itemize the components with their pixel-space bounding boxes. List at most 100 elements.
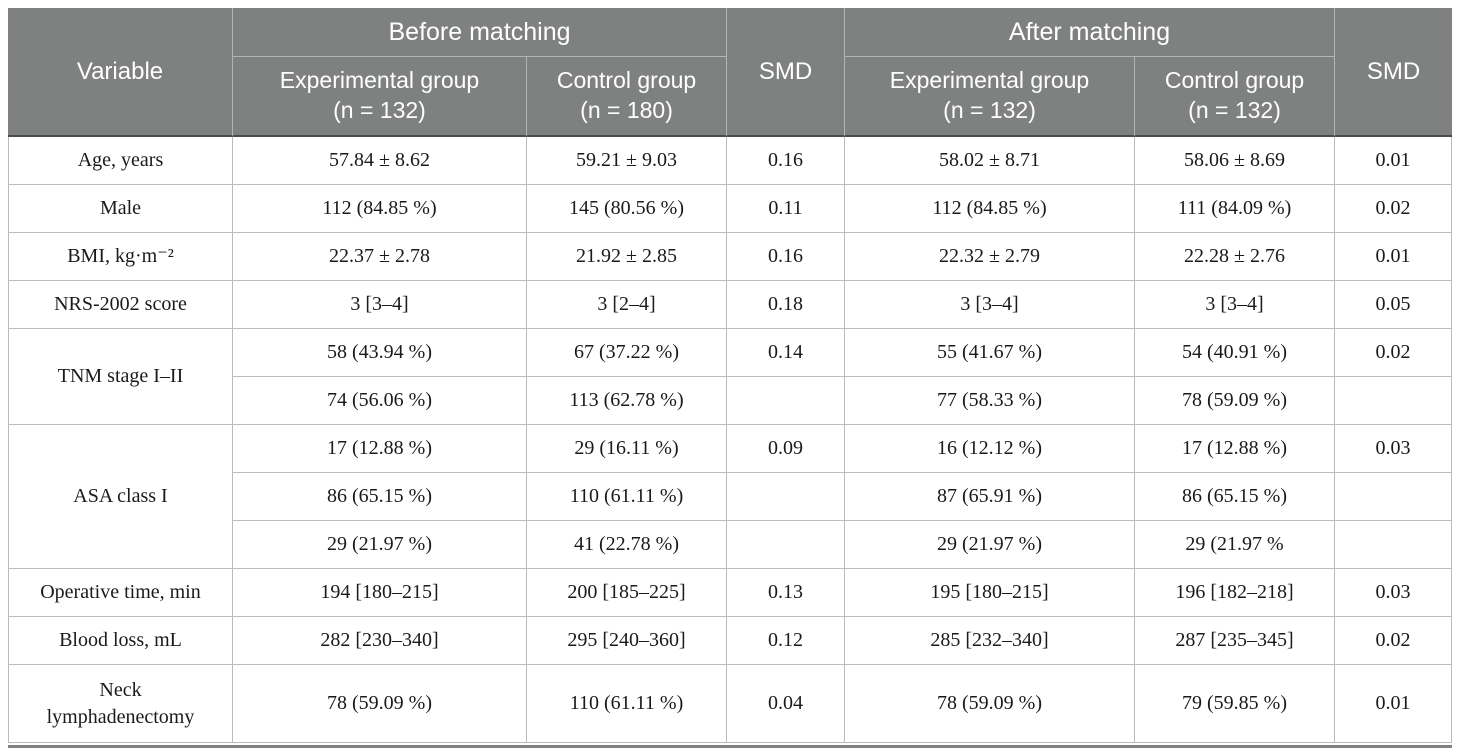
table-cell: 195 [180–215] — [845, 569, 1136, 617]
table-row: Operative time, min 194 [180–215] 200 [1… — [8, 569, 1453, 617]
table-cell: 0.03 — [1335, 425, 1453, 473]
table-cell — [1335, 521, 1453, 569]
table-cell: 0.09 — [727, 425, 846, 473]
group-label: Experimental group — [889, 67, 1090, 94]
table-cell — [727, 521, 846, 569]
table-cell: 77 (58.33 %) — [845, 377, 1136, 425]
group-n: (n = 180) — [580, 97, 673, 123]
table-cell: 58 (43.94 %) — [233, 329, 527, 377]
table-cell: 113 (62.78 %) — [527, 377, 728, 425]
table-cell: 112 (84.85 %) — [845, 185, 1136, 233]
row-label-blood-loss: Blood loss, mL — [8, 617, 233, 665]
table-cell: 78 (59.09 %) — [233, 665, 527, 743]
table-cell: 0.16 — [727, 233, 846, 281]
table-cell: 29 (16.11 %) — [527, 425, 728, 473]
column-header-experimental-after: Experimental group (n = 132) — [845, 57, 1136, 137]
group-n: (n = 132) — [943, 97, 1036, 123]
table-cell: 3 [2–4] — [527, 281, 728, 329]
table-cell: 0.13 — [727, 569, 846, 617]
group-label: Control group — [556, 67, 697, 94]
table-row: 86 (65.15 %) 110 (61.11 %) 87 (65.91 %) … — [8, 473, 1453, 521]
row-label-neck-lymphadenectomy: Neck lymphadenectomy — [8, 665, 233, 743]
table-bottom-rule — [8, 745, 1452, 748]
table-cell: 55 (41.67 %) — [845, 329, 1136, 377]
group-label: Experimental group — [279, 67, 480, 94]
row-label-operative-time: Operative time, min — [8, 569, 233, 617]
table-cell: 110 (61.11 %) — [527, 473, 728, 521]
group-n: (n = 132) — [333, 97, 426, 123]
table-cell: 145 (80.56 %) — [527, 185, 728, 233]
table-cell — [727, 377, 846, 425]
table-cell: 58.02 ± 8.71 — [845, 137, 1136, 185]
table-cell: 29 (21.97 %) — [233, 521, 527, 569]
table-cell: 0.01 — [1335, 665, 1453, 743]
table-cell: 0.02 — [1335, 617, 1453, 665]
column-header-control-after: Control group (n = 132) — [1135, 57, 1336, 137]
table-cell: 17 (12.88 %) — [233, 425, 527, 473]
table-cell — [1335, 473, 1453, 521]
table-row: Neck lymphadenectomy 78 (59.09 %) 110 (6… — [8, 665, 1453, 743]
row-label-nrs2002: NRS-2002 score — [8, 281, 233, 329]
table-row: Male 112 (84.85 %) 145 (80.56 %) 0.11 11… — [8, 185, 1453, 233]
table-cell: 112 (84.85 %) — [233, 185, 527, 233]
table-cell: 22.28 ± 2.76 — [1135, 233, 1336, 281]
table-cell: 0.04 — [727, 665, 846, 743]
column-header-variable: Variable — [8, 8, 233, 137]
table-cell: 3 [3–4] — [233, 281, 527, 329]
row-label-asa-class: ASA class I — [8, 425, 233, 569]
table-cell: 22.32 ± 2.79 — [845, 233, 1136, 281]
table-cell: 21.92 ± 2.85 — [527, 233, 728, 281]
table-cell: 0.01 — [1335, 137, 1453, 185]
table-cell: 79 (59.85 %) — [1135, 665, 1336, 743]
baseline-characteristics-table: Variable Before matching SMD After match… — [8, 8, 1453, 743]
table-cell: 54 (40.91 %) — [1135, 329, 1336, 377]
table-cell: 22.37 ± 2.78 — [233, 233, 527, 281]
table-cell: 58.06 ± 8.69 — [1135, 137, 1336, 185]
table-cell: 0.12 — [727, 617, 846, 665]
table-row: ASA class I 17 (12.88 %) 29 (16.11 %) 0.… — [8, 425, 1453, 569]
table-cell: 196 [182–218] — [1135, 569, 1336, 617]
table-cell: 16 (12.12 %) — [845, 425, 1136, 473]
table-row: NRS-2002 score 3 [3–4] 3 [2–4] 0.18 3 [3… — [8, 281, 1453, 329]
table-cell: 57.84 ± 8.62 — [233, 137, 527, 185]
column-header-smd-before: SMD — [727, 8, 846, 137]
table-cell: 74 (56.06 %) — [233, 377, 527, 425]
table-body: Age, years 57.84 ± 8.62 59.21 ± 9.03 0.1… — [8, 137, 1453, 743]
table-cell: 194 [180–215] — [233, 569, 527, 617]
row-label-tnm-stage: TNM stage I–II — [8, 329, 233, 425]
column-header-after-matching: After matching — [845, 8, 1336, 57]
table-cell: 86 (65.15 %) — [1135, 473, 1336, 521]
group-label: Control group — [1164, 67, 1305, 94]
table-header: Variable Before matching SMD After match… — [8, 8, 1453, 137]
table-row: 29 (21.97 %) 41 (22.78 %) 29 (21.97 %) 2… — [8, 521, 1453, 569]
table-cell — [727, 473, 846, 521]
table-cell: 78 (59.09 %) — [845, 665, 1136, 743]
table-cell: 0.01 — [1335, 233, 1453, 281]
table-cell: 295 [240–360] — [527, 617, 728, 665]
table-cell: 0.18 — [727, 281, 846, 329]
table-cell: 282 [230–340] — [233, 617, 527, 665]
table-cell: 0.14 — [727, 329, 846, 377]
table-cell: 41 (22.78 %) — [527, 521, 728, 569]
table-cell: 3 [3–4] — [845, 281, 1136, 329]
table-cell: 59.21 ± 9.03 — [527, 137, 728, 185]
column-header-smd-after: SMD — [1335, 8, 1453, 137]
table-cell: 0.03 — [1335, 569, 1453, 617]
table-cell: 0.05 — [1335, 281, 1453, 329]
table-cell: 110 (61.11 %) — [527, 665, 728, 743]
table-cell: 78 (59.09 %) — [1135, 377, 1336, 425]
table-cell: 285 [232–340] — [845, 617, 1136, 665]
row-label-age: Age, years — [8, 137, 233, 185]
table-row: Blood loss, mL 282 [230–340] 295 [240–36… — [8, 617, 1453, 665]
table-cell: 287 [235–345] — [1135, 617, 1336, 665]
table-cell: 29 (21.97 %) — [845, 521, 1136, 569]
table-cell: 0.11 — [727, 185, 846, 233]
table-cell: 0.02 — [1335, 185, 1453, 233]
row-label-bmi: BMI, kg·m⁻² — [8, 233, 233, 281]
group-n: (n = 132) — [1188, 97, 1281, 123]
table-cell: 17 (12.88 %) — [1135, 425, 1336, 473]
table-cell: 3 [3–4] — [1135, 281, 1336, 329]
column-header-experimental-before: Experimental group (n = 132) — [233, 57, 527, 137]
table-cell: 29 (21.97 % — [1135, 521, 1336, 569]
